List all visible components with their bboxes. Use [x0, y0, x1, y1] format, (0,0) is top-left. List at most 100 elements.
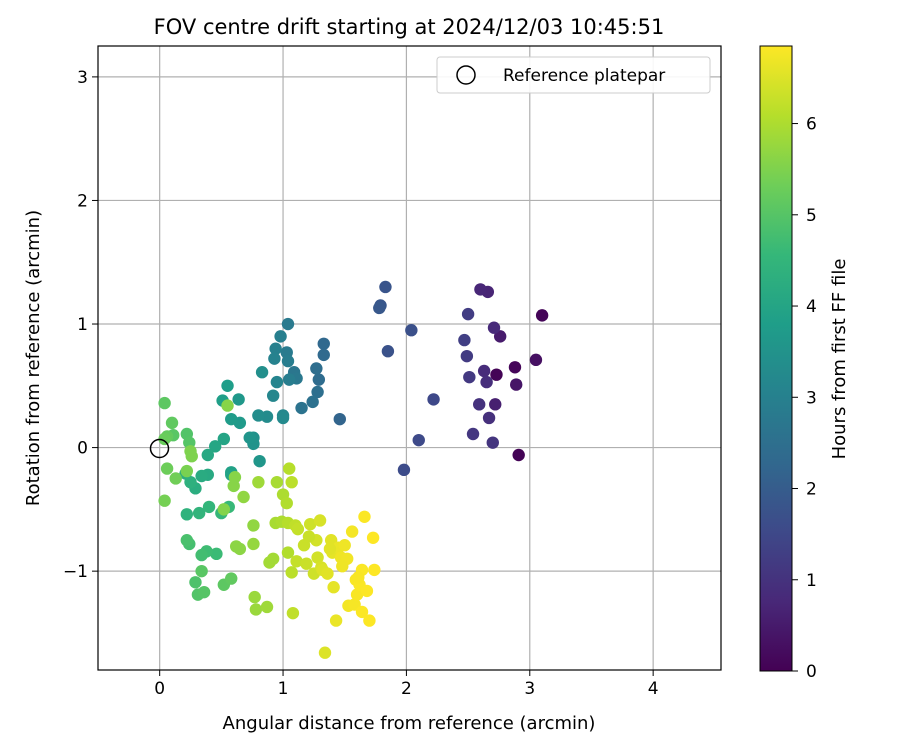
- data-point: [323, 542, 337, 556]
- data-point: [281, 546, 295, 559]
- data-point: [233, 542, 247, 556]
- colorbar-tick-label: 1: [806, 571, 817, 591]
- reference-point-marker: [149, 438, 170, 459]
- x-axis-ticks: 0 1 2 3 4: [154, 670, 659, 699]
- data-point: [283, 462, 296, 475]
- data-point: [269, 342, 282, 355]
- data-point: [311, 385, 324, 399]
- data-point: [350, 588, 364, 601]
- y-tick-label: −1: [63, 562, 88, 582]
- data-point: [529, 353, 543, 367]
- data-point: [535, 309, 549, 322]
- data-point: [260, 600, 274, 614]
- data-point: [458, 333, 471, 347]
- data-point: [268, 352, 281, 365]
- data-point: [379, 280, 392, 294]
- data-point: [300, 557, 313, 570]
- data-point: [221, 399, 234, 412]
- legend: Reference platepar: [436, 56, 711, 94]
- colorbar-label: Hours from first FF file: [829, 259, 850, 460]
- data-point: [313, 514, 327, 527]
- data-point: [352, 571, 365, 584]
- data-point: [381, 345, 395, 358]
- data-point: [477, 364, 491, 378]
- data-point: [160, 462, 174, 475]
- x-tick-label: 4: [648, 679, 659, 699]
- data-point: [327, 581, 340, 594]
- data-point: [493, 330, 507, 343]
- data-point: [201, 448, 214, 462]
- data-point: [249, 603, 263, 616]
- y-tick-label: 0: [77, 439, 88, 459]
- data-point: [512, 448, 525, 462]
- data-point: [217, 503, 231, 516]
- data-point: [286, 606, 300, 620]
- data-point: [180, 508, 194, 521]
- data-point: [195, 548, 208, 562]
- data-point: [412, 433, 425, 447]
- data-point: [295, 401, 308, 415]
- data-point: [210, 547, 223, 561]
- data-point: [276, 411, 290, 425]
- colorbar-tick-label: 4: [806, 297, 817, 317]
- plot-frame: [97, 45, 722, 671]
- data-point: [466, 427, 480, 441]
- data-point: [280, 496, 293, 510]
- data-point: [281, 317, 295, 331]
- data-point: [270, 375, 284, 389]
- data-point: [202, 500, 216, 514]
- data-point: [221, 379, 234, 393]
- data-point: [247, 537, 260, 551]
- legend-box: [436, 56, 711, 94]
- data-point: [184, 475, 197, 489]
- data-point: [291, 522, 305, 536]
- data-point: [283, 373, 296, 386]
- data-point: [303, 517, 317, 531]
- data-point: [195, 469, 208, 483]
- data-point: [158, 396, 171, 410]
- colorbar-gradient: [759, 45, 793, 672]
- data-point: [366, 531, 380, 544]
- colorbar-tick-label: 2: [806, 480, 817, 500]
- data-point: [489, 398, 502, 411]
- data-point: [232, 393, 245, 406]
- data-point: [480, 375, 493, 389]
- colorbar-tick-label: 3: [806, 388, 817, 408]
- data-point: [285, 566, 298, 579]
- data-point: [336, 560, 349, 573]
- data-point: [345, 525, 359, 538]
- data-point: [195, 564, 208, 578]
- y-axis-label: Rotation from reference (arcmin): [23, 210, 44, 506]
- colorbar-tick-label: 5: [806, 206, 817, 226]
- data-point: [266, 552, 280, 565]
- data-point: [318, 646, 332, 659]
- data-point: [405, 323, 418, 337]
- data-point: [360, 584, 374, 598]
- data-point: [169, 472, 182, 485]
- data-point: [274, 330, 287, 343]
- data-point: [460, 349, 474, 363]
- data-point: [302, 530, 316, 543]
- data-point: [312, 373, 326, 386]
- data-point: [237, 490, 250, 504]
- data-point: [185, 450, 198, 463]
- data-point: [180, 464, 194, 478]
- data-point: [427, 393, 440, 406]
- y-tick-label: 2: [77, 191, 88, 211]
- x-tick-label: 0: [154, 679, 165, 699]
- data-point: [285, 475, 298, 489]
- data-point: [247, 519, 260, 532]
- data-point: [248, 590, 261, 604]
- data-point: [165, 416, 179, 430]
- data-point: [255, 366, 269, 379]
- y-tick-label: 3: [77, 68, 88, 88]
- data-point: [180, 534, 194, 547]
- data-point: [189, 576, 202, 589]
- colorbar-tick-label: 0: [806, 662, 817, 682]
- data-point: [317, 348, 330, 362]
- data-point: [266, 389, 280, 402]
- colorbar: 0 1 2 3 4 5 6 Hours from first FF file: [759, 45, 850, 682]
- legend-label: Reference platepar: [503, 66, 665, 86]
- data-point: [228, 471, 242, 484]
- data-point: [281, 354, 295, 368]
